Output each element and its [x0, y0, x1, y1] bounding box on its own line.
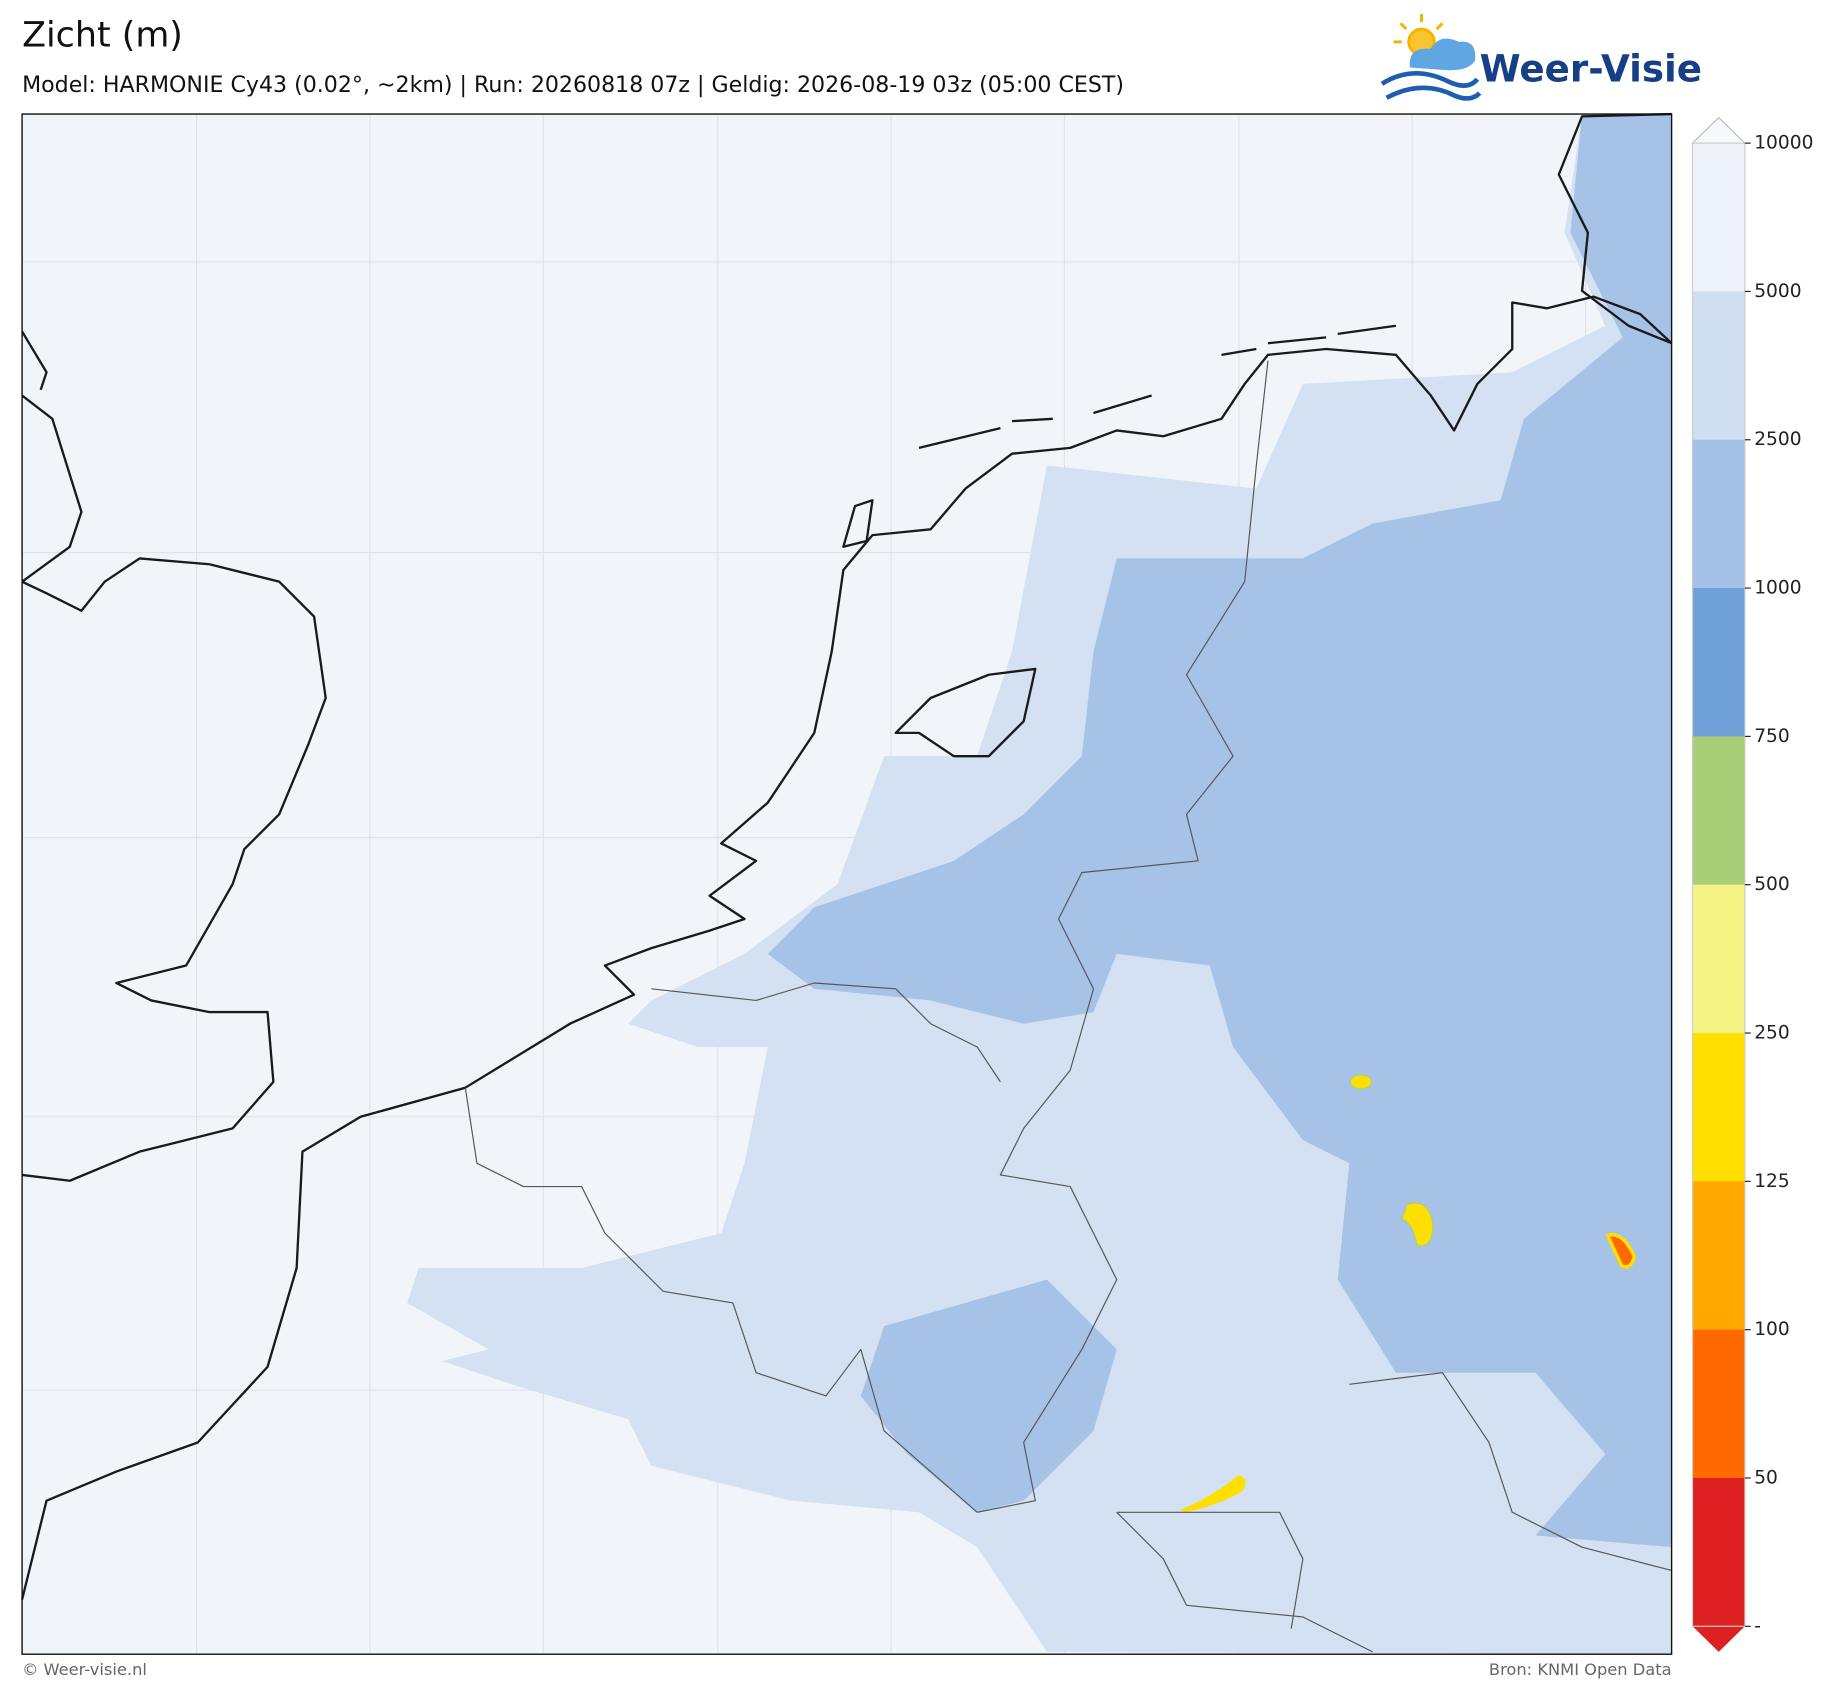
colorbar-band	[1692, 884, 1745, 1034]
fog-dense	[1605, 1232, 1637, 1269]
colorbar: 10000 5000 2500 1000 750 500 250 125 100 50 -	[1691, 116, 1813, 1652]
map-title: Zicht (m)	[22, 16, 183, 56]
colorbar-label: 2500	[1754, 429, 1801, 450]
colorbar-bottom	[1692, 1626, 1745, 1652]
colorbar-band	[1692, 1477, 1745, 1627]
borders	[464, 360, 1672, 1653]
graticule	[22, 114, 1672, 1655]
colorbar-label: -	[1754, 1616, 1761, 1637]
footer-left: © Weer-visie.nl	[22, 1660, 147, 1679]
fog-dense	[1349, 1074, 1373, 1090]
map-frame	[21, 113, 1673, 1655]
colorbar-band	[1692, 143, 1745, 293]
visibility-field	[407, 114, 1672, 1655]
logo: Weer-Visie	[1380, 13, 1702, 101]
colorbar-label: 50	[1754, 1467, 1778, 1488]
fog-medium-south	[860, 1279, 1117, 1513]
fog-dense	[1400, 1202, 1434, 1247]
logo-cloud	[1409, 38, 1476, 71]
colorbar-band	[1692, 588, 1745, 737]
logo-waves	[1380, 70, 1482, 101]
map	[20, 112, 1673, 1655]
colorbar-top	[1691, 116, 1747, 144]
colorbar-band	[1692, 1329, 1745, 1479]
logo-sun	[1393, 13, 1444, 57]
fog-dense	[1180, 1475, 1246, 1513]
colorbar-band	[1692, 291, 1745, 441]
map-subtitle: Model: HARMONIE Cy43 (0.02°, ~2km) | Run…	[22, 72, 1124, 98]
colorbar-label: 5000	[1754, 281, 1801, 302]
colorbar-label: 10000	[1754, 133, 1813, 154]
colorbar-band	[1692, 1033, 1745, 1182]
fog-medium	[767, 114, 1672, 1548]
colorbar-band	[1692, 1181, 1745, 1331]
colorbar-label: 100	[1754, 1319, 1790, 1340]
colorbar-label: 1000	[1754, 578, 1801, 599]
footer-right: Bron: KNMI Open Data	[1489, 1660, 1672, 1679]
logo-text: Weer-Visie	[1480, 46, 1702, 90]
colorbar-label: 500	[1754, 874, 1790, 895]
colorbar-label: 750	[1754, 726, 1790, 747]
colorbar-band	[1692, 439, 1745, 589]
coastlines	[20, 112, 1673, 1600]
colorbar-band	[1692, 736, 1745, 886]
colorbar-label: 125	[1754, 1171, 1790, 1192]
colorbar-label: 250	[1754, 1023, 1790, 1044]
